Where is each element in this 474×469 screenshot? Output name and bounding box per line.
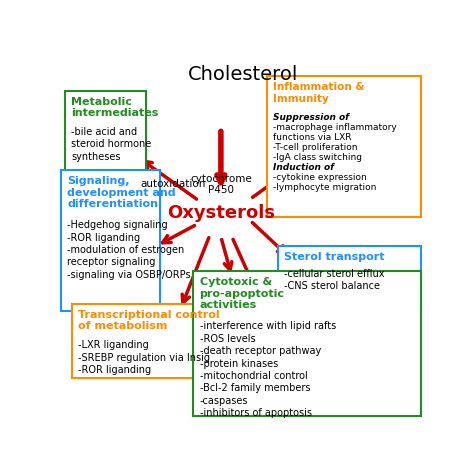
Text: -macrophage inflammatory: -macrophage inflammatory [273, 123, 397, 132]
FancyBboxPatch shape [61, 170, 160, 311]
Text: Metabolic
intermediates: Metabolic intermediates [71, 97, 158, 118]
Text: Suppression of: Suppression of [273, 113, 349, 121]
FancyBboxPatch shape [72, 303, 197, 378]
Text: cytochrome
P450: cytochrome P450 [190, 174, 252, 195]
Text: Sterol transport: Sterol transport [284, 252, 384, 262]
Text: Signaling,
development and
differentiation: Signaling, development and differentiati… [67, 176, 176, 209]
Text: -interference with lipid rafts
-ROS levels
-death receptor pathway
-protein kina: -interference with lipid rafts -ROS leve… [200, 321, 336, 418]
Text: Induction of: Induction of [273, 163, 334, 172]
Text: -Hedgehog signaling
-ROR liganding
-modulation of estrogen
receptor signaling
-s: -Hedgehog signaling -ROR liganding -modu… [67, 220, 191, 280]
FancyBboxPatch shape [193, 271, 421, 416]
FancyBboxPatch shape [278, 246, 421, 313]
Text: Inflammation &
Immunity: Inflammation & Immunity [273, 82, 365, 104]
Text: -cellular sterol efflux
-CNS sterol balance: -cellular sterol efflux -CNS sterol bala… [284, 269, 384, 291]
FancyBboxPatch shape [65, 91, 146, 181]
Text: -cytokine expression: -cytokine expression [273, 173, 367, 182]
Text: functions via LXR: functions via LXR [273, 133, 352, 142]
Text: Cholesterol: Cholesterol [188, 65, 298, 84]
FancyBboxPatch shape [267, 76, 421, 217]
Text: Transcriptional control
of metabolism: Transcriptional control of metabolism [78, 310, 220, 332]
Text: Cytotoxic &
pro-apoptotic
activities: Cytotoxic & pro-apoptotic activities [200, 277, 284, 310]
Text: Oxysterols: Oxysterols [167, 204, 275, 222]
Text: autoxidation: autoxidation [140, 180, 206, 189]
Text: -bile acid and
steroid hormone
syntheses: -bile acid and steroid hormone syntheses [71, 127, 151, 162]
Text: -lymphocyte migration: -lymphocyte migration [273, 183, 376, 192]
Text: -IgA class switching: -IgA class switching [273, 153, 362, 162]
Text: -T-cell proliferation: -T-cell proliferation [273, 143, 357, 152]
Text: -LXR liganding
-SREBP regulation via Insig
-ROR liganding: -LXR liganding -SREBP regulation via Ins… [78, 340, 210, 375]
